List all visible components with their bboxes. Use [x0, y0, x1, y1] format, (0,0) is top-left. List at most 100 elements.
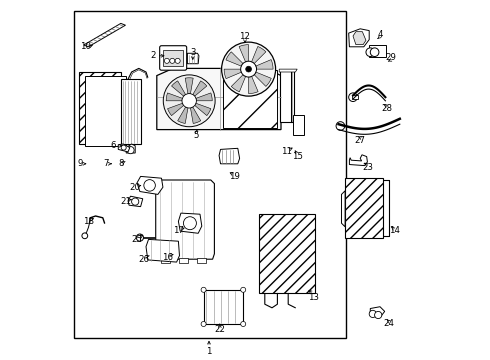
Circle shape: [175, 58, 180, 63]
Text: 2: 2: [150, 51, 156, 60]
Text: 26: 26: [139, 255, 150, 264]
Text: 28: 28: [382, 104, 392, 113]
Polygon shape: [137, 176, 163, 194]
Polygon shape: [349, 29, 369, 47]
Polygon shape: [79, 72, 121, 144]
Polygon shape: [84, 23, 125, 47]
Text: 29: 29: [385, 53, 396, 62]
Polygon shape: [146, 239, 179, 262]
Circle shape: [370, 48, 379, 57]
Circle shape: [170, 58, 175, 63]
Polygon shape: [231, 75, 245, 92]
Polygon shape: [85, 76, 126, 146]
Text: 17: 17: [173, 226, 184, 235]
Circle shape: [374, 311, 382, 319]
Polygon shape: [370, 307, 385, 316]
Polygon shape: [226, 52, 243, 66]
Polygon shape: [353, 32, 366, 45]
Polygon shape: [224, 69, 241, 78]
Polygon shape: [342, 191, 345, 227]
Text: 14: 14: [389, 226, 400, 235]
Text: 5: 5: [194, 131, 199, 140]
Polygon shape: [259, 214, 315, 293]
Polygon shape: [191, 107, 201, 123]
Circle shape: [163, 75, 215, 127]
Polygon shape: [185, 78, 193, 94]
Polygon shape: [74, 11, 346, 338]
Polygon shape: [168, 103, 184, 116]
Text: 27: 27: [355, 136, 366, 145]
Polygon shape: [345, 178, 383, 238]
Polygon shape: [239, 45, 248, 62]
Text: 13: 13: [308, 292, 319, 302]
Text: 21: 21: [121, 197, 132, 206]
Text: 22: 22: [214, 325, 225, 334]
Polygon shape: [196, 93, 212, 101]
Circle shape: [182, 94, 196, 108]
Polygon shape: [178, 107, 188, 123]
Circle shape: [82, 233, 88, 239]
Text: 6: 6: [111, 141, 116, 150]
Text: 20: 20: [130, 183, 141, 192]
Circle shape: [121, 145, 126, 150]
Polygon shape: [118, 144, 130, 152]
Circle shape: [369, 310, 376, 318]
Text: 24: 24: [384, 320, 394, 328]
Text: 18: 18: [83, 217, 94, 226]
Circle shape: [144, 180, 155, 191]
Circle shape: [241, 287, 245, 292]
Polygon shape: [157, 68, 281, 130]
Text: 16: 16: [162, 253, 173, 262]
Polygon shape: [179, 258, 189, 263]
Polygon shape: [193, 81, 207, 96]
Text: 15: 15: [292, 152, 303, 161]
Polygon shape: [279, 69, 297, 72]
Circle shape: [245, 66, 251, 72]
Text: 8: 8: [118, 159, 123, 168]
Polygon shape: [128, 196, 143, 207]
Polygon shape: [223, 70, 277, 128]
Text: 1: 1: [206, 346, 212, 356]
Polygon shape: [219, 148, 240, 164]
Polygon shape: [349, 155, 368, 166]
FancyBboxPatch shape: [160, 46, 187, 70]
Circle shape: [336, 122, 345, 130]
Circle shape: [136, 234, 144, 241]
Polygon shape: [162, 258, 171, 263]
Polygon shape: [121, 79, 141, 144]
Polygon shape: [280, 70, 294, 122]
Polygon shape: [254, 72, 271, 86]
Polygon shape: [166, 93, 182, 101]
Circle shape: [366, 48, 374, 57]
Text: 19: 19: [229, 172, 240, 181]
Polygon shape: [178, 213, 202, 233]
Polygon shape: [204, 290, 243, 324]
Circle shape: [127, 147, 134, 154]
Polygon shape: [163, 50, 183, 66]
Polygon shape: [351, 95, 358, 99]
Circle shape: [132, 198, 139, 205]
Circle shape: [349, 93, 357, 102]
Circle shape: [164, 58, 170, 63]
Polygon shape: [156, 180, 215, 259]
Polygon shape: [248, 76, 258, 94]
Text: 23: 23: [362, 163, 373, 172]
Circle shape: [221, 42, 275, 96]
Polygon shape: [126, 144, 135, 153]
Circle shape: [241, 321, 245, 327]
Polygon shape: [195, 103, 211, 116]
Circle shape: [201, 287, 206, 292]
Text: 25: 25: [131, 235, 143, 244]
Text: 4: 4: [377, 30, 383, 39]
Circle shape: [241, 61, 257, 77]
Polygon shape: [256, 60, 273, 69]
Text: 10: 10: [80, 42, 91, 51]
Polygon shape: [251, 46, 266, 63]
Polygon shape: [197, 258, 206, 263]
Polygon shape: [172, 81, 186, 96]
Text: 9: 9: [77, 159, 83, 168]
Text: 3: 3: [190, 48, 196, 57]
Text: 11: 11: [281, 147, 292, 156]
Circle shape: [183, 217, 196, 230]
Polygon shape: [187, 53, 199, 64]
